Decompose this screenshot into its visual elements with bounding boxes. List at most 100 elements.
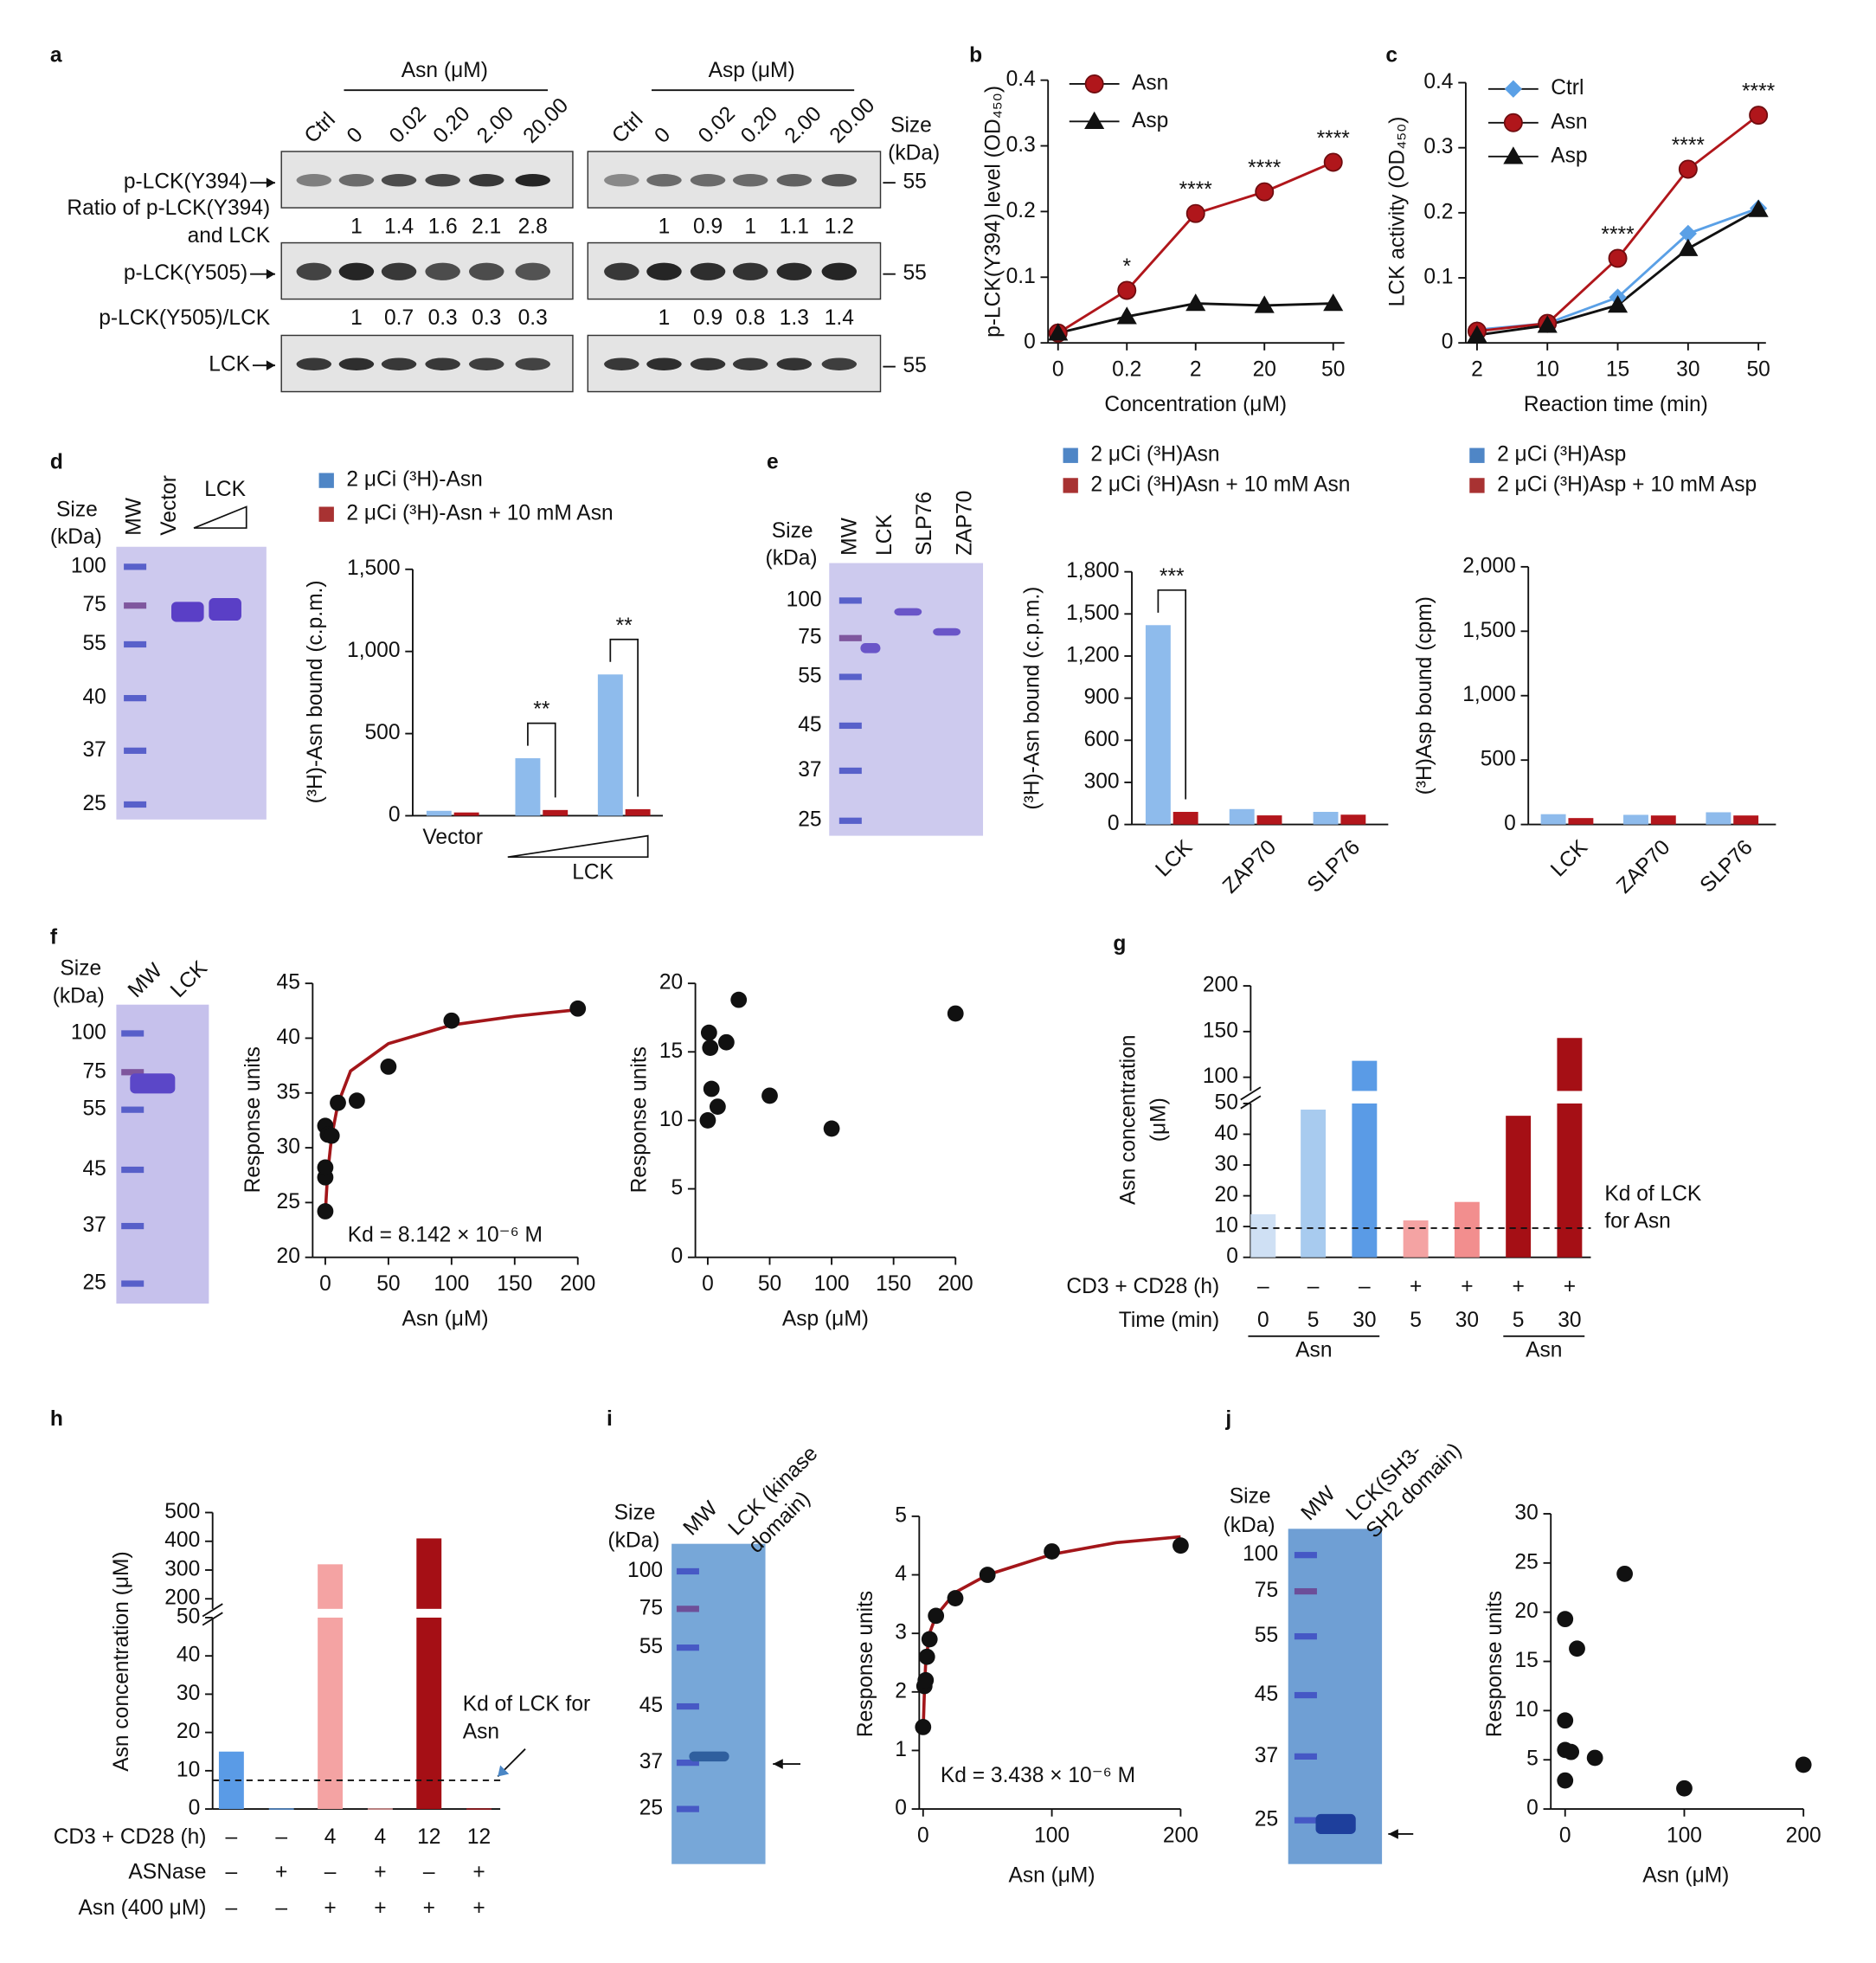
bar	[597, 674, 623, 816]
legend-label: Asn	[1132, 71, 1168, 94]
lane-label: 0	[650, 123, 675, 148]
marker-label: 100	[787, 588, 822, 611]
bar	[1557, 1038, 1583, 1258]
marker-label: 40	[83, 685, 106, 709]
blot-band	[425, 174, 460, 187]
x-tick-label: 100	[814, 1272, 850, 1296]
lane-label: 0.02	[385, 102, 431, 148]
x-axis-label: Asn (μM)	[402, 1307, 488, 1330]
point	[1117, 280, 1137, 300]
x-tick-label: SLP76	[1696, 835, 1757, 897]
lane-label: LCK	[873, 513, 896, 555]
blot-band	[469, 174, 504, 187]
y-tick-label: 15	[659, 1039, 683, 1063]
size-label: (kDa)	[766, 547, 818, 570]
point	[1116, 306, 1137, 325]
lane-label: 20.00	[519, 93, 574, 148]
y-tick-label: 100	[1203, 1065, 1238, 1088]
significance: ***	[1160, 565, 1185, 589]
row-value: 5	[1307, 1309, 1320, 1332]
point	[1749, 106, 1769, 126]
ratio: 1.2	[825, 216, 854, 239]
bar	[416, 1538, 442, 1810]
legend-label: 2 μCi (³H)-Asn	[346, 468, 482, 492]
marker-label: 25	[83, 1271, 106, 1295]
size-label: Size	[1230, 1485, 1271, 1509]
bar	[543, 809, 569, 816]
lane-label: 20.00	[826, 93, 880, 148]
significance-bracket	[609, 638, 639, 797]
y-tick-label: 0.3	[1423, 135, 1453, 158]
y-tick-label: 0	[1504, 812, 1516, 835]
ratio: 0.9	[693, 306, 723, 330]
ratio: 0.8	[736, 306, 765, 330]
size-label: Size	[56, 498, 98, 521]
row-label: CD3 + CD28 (h)	[54, 1825, 207, 1849]
point	[730, 991, 748, 1008]
x-tick-label: 0	[702, 1272, 714, 1296]
point	[317, 1203, 334, 1220]
gel	[829, 563, 984, 836]
legend-swatch	[1063, 478, 1078, 493]
blot-band	[604, 174, 639, 187]
blot-band	[690, 174, 726, 187]
row-value: +	[1512, 1275, 1524, 1298]
bar	[1352, 1060, 1378, 1258]
blot-band	[732, 262, 768, 280]
protein-band	[209, 598, 241, 621]
fit-curve	[921, 1535, 1181, 1734]
y-tick-label: 0	[1024, 331, 1036, 354]
legend-label: 2 μCi (³H)-Asn + 10 mM Asn	[346, 502, 613, 525]
legend-swatch	[318, 506, 334, 522]
y-tick-label: 4	[895, 1562, 907, 1586]
y-tick-label: 10	[1514, 1698, 1538, 1722]
ratio: 1	[350, 216, 363, 239]
significance: **	[533, 698, 550, 722]
point	[703, 1080, 720, 1097]
ladder-band	[676, 1759, 699, 1767]
ladder-band	[121, 1030, 145, 1037]
row-value: +	[374, 1896, 386, 1920]
marker-label: 75	[639, 1596, 663, 1619]
bar	[1706, 812, 1731, 825]
size-label: (kDa)	[53, 985, 105, 1008]
point	[700, 1024, 717, 1041]
point	[699, 1112, 716, 1129]
y-tick-label: 200	[164, 1586, 200, 1610]
y-tick-label: 400	[164, 1529, 200, 1552]
bar-lower	[318, 1617, 344, 1810]
group-label: Asn	[1295, 1339, 1332, 1362]
blot-band	[604, 357, 639, 370]
y-tick-label: 1	[895, 1738, 907, 1761]
y-tick-label: 0	[189, 1797, 201, 1820]
y-axis-label: (³H)-Asn bound (c.p.m.)	[304, 580, 327, 803]
blot-band	[776, 357, 813, 370]
y-tick-label: 50	[177, 1605, 200, 1628]
legend-swatch	[1469, 478, 1485, 493]
x-tick-label: 150	[497, 1272, 532, 1296]
row-value: +	[275, 1860, 287, 1883]
y-tick-label: 200	[1203, 974, 1238, 997]
ratio: 2.1	[472, 216, 501, 239]
row-value: 5	[1513, 1309, 1525, 1332]
x-tick-label: 2	[1471, 357, 1483, 381]
y-tick-label: 5	[671, 1176, 683, 1200]
ratio: 1	[659, 306, 671, 330]
point	[1048, 323, 1069, 341]
legend-swatch	[1469, 447, 1485, 463]
marker-label: 55	[639, 1635, 663, 1658]
ratio: 0.3	[518, 306, 548, 330]
y-tick-label: 45	[277, 971, 300, 994]
point	[1563, 1743, 1580, 1760]
y-tick-label: 10	[659, 1108, 683, 1131]
y-tick-label: 30	[1514, 1501, 1538, 1524]
row-value: +	[472, 1896, 485, 1920]
marker-label: 25	[83, 792, 106, 815]
lane-label: 0	[343, 123, 368, 148]
bar-upper	[416, 1538, 442, 1609]
x-tick-label: 100	[1034, 1824, 1070, 1847]
x-tick-label: 50	[1321, 357, 1345, 381]
marker-label: 37	[798, 758, 821, 782]
lane-label: Ctrl	[607, 108, 647, 148]
